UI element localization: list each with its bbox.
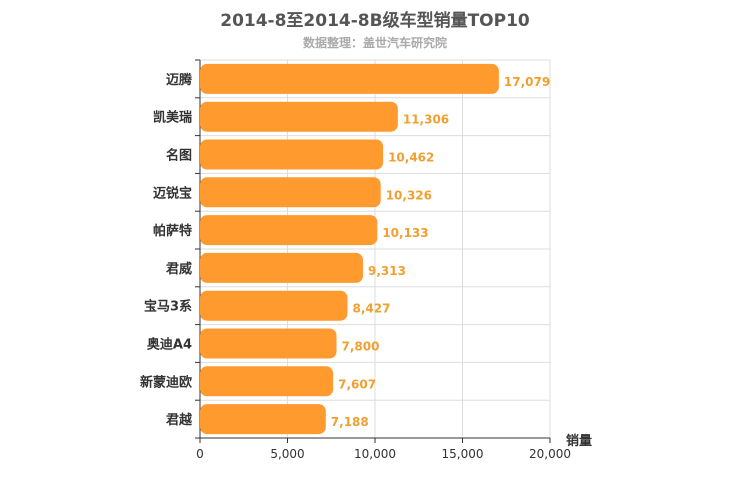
data-label: 8,427 — [352, 302, 390, 316]
bar — [200, 252, 363, 283]
x-tick-label: 20,000 — [529, 447, 571, 461]
bar — [200, 139, 384, 170]
category-label: 凯美瑞 — [153, 110, 192, 126]
x-tick-label: 0 — [196, 447, 204, 461]
bar — [200, 328, 337, 359]
chart-title: 2014-8至2014-8B级车型销量TOP10 — [220, 11, 530, 31]
data-label: 7,607 — [338, 377, 376, 391]
category-label: 迈锐宝 — [153, 185, 192, 201]
x-axis-title: 销量 — [566, 433, 592, 449]
category-label: 君越 — [166, 412, 193, 428]
category-label: 名图 — [166, 148, 192, 164]
chart-subtitle: 数据整理：盖世汽车研究院 — [302, 36, 447, 50]
bar — [200, 63, 499, 94]
bar — [200, 101, 398, 132]
data-label: 10,326 — [386, 188, 432, 202]
bar — [200, 177, 381, 208]
data-label: 10,133 — [382, 226, 428, 240]
bar — [200, 404, 326, 435]
data-label: 7,188 — [331, 415, 369, 429]
x-tick-label: 10,000 — [354, 447, 396, 461]
bar — [200, 290, 348, 321]
data-label: 17,079 — [504, 75, 550, 89]
data-label: 9,313 — [368, 264, 406, 278]
x-tick-label: 15,000 — [442, 447, 484, 461]
category-label: 奥迪A4 — [147, 337, 192, 353]
category-label: 帕萨特 — [153, 223, 192, 239]
data-label: 11,306 — [403, 113, 449, 127]
data-label: 10,462 — [388, 151, 434, 165]
category-label: 迈腾 — [166, 72, 193, 88]
category-label: 新蒙迪欧 — [140, 374, 192, 390]
bar — [200, 215, 378, 246]
category-label: 君威 — [166, 261, 192, 277]
bar — [200, 366, 334, 397]
category-label: 宝马3系 — [144, 299, 192, 315]
x-tick-label: 5,000 — [270, 447, 304, 461]
data-label: 7,800 — [342, 340, 380, 354]
